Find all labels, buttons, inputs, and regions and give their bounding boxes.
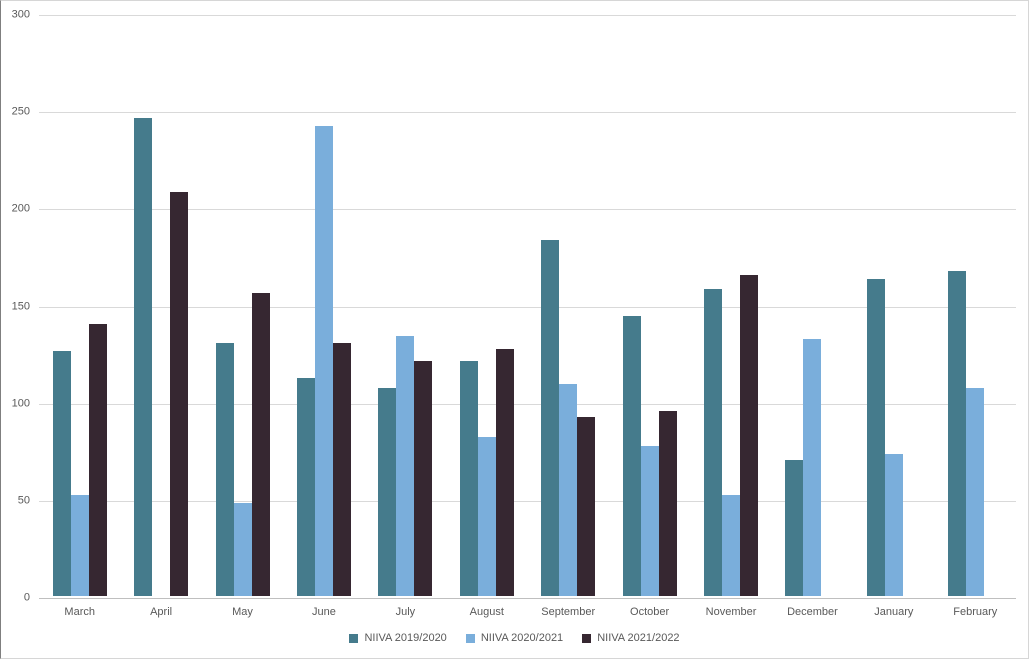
bar-december-niiva-2019-2020 [785, 460, 804, 596]
bar-january-niiva-2019-2020 [866, 279, 885, 596]
x-axis-month-label: September [541, 606, 596, 618]
bar-october-niiva-2020-2021 [640, 446, 659, 596]
x-axis-month-label: February [953, 606, 998, 618]
bar-march-niiva-2021-2022 [88, 324, 107, 596]
bar-october-niiva-2021-2022 [658, 411, 677, 596]
bar-july-niiva-2021-2022 [414, 361, 433, 596]
y-axis-tick-label: 50 [17, 494, 30, 507]
legend-label: NIIVA 2021/2022 [597, 632, 680, 644]
bar-june-niiva-2020-2021 [314, 126, 333, 596]
gridline [39, 403, 1016, 405]
x-axis-month-label: May [232, 606, 253, 618]
legend-color-swatch [465, 633, 475, 643]
bar-group-march [52, 13, 107, 596]
bar-group-july [378, 13, 433, 596]
bar-september-niiva-2021-2022 [577, 417, 596, 596]
bar-group-september [541, 13, 596, 596]
bar-june-niiva-2019-2020 [296, 378, 315, 596]
y-axis-tick-label: 250 [11, 105, 30, 118]
gridline [39, 306, 1016, 308]
y-axis-tick-label: 100 [11, 397, 30, 410]
bar-march-niiva-2019-2020 [52, 351, 71, 596]
bar-group-january [866, 13, 921, 596]
bar-november-niiva-2021-2022 [740, 275, 759, 596]
y-axis-tick-label: 200 [11, 202, 30, 215]
legend-label: NIIVA 2019/2020 [364, 632, 447, 644]
x-axis-month-label: July [395, 606, 416, 618]
bar-group-december [785, 13, 839, 596]
legend-color-swatch [349, 633, 359, 643]
y-axis-tick-label: 300 [11, 8, 30, 21]
x-axis-month-label: November [705, 606, 757, 618]
bar-group-february [948, 13, 1002, 596]
legend-item: NIIVA 2021/2022 [582, 632, 680, 644]
bar-september-niiva-2019-2020 [541, 240, 560, 596]
bar-december-niiva-2020-2021 [803, 339, 822, 596]
bar-group-october [622, 13, 677, 596]
x-axis-month-label: January [874, 606, 914, 618]
bar-group-june [296, 13, 351, 596]
bar-may-niiva-2020-2021 [233, 503, 252, 596]
bar-group-november [704, 13, 759, 596]
bar-august-niiva-2020-2021 [477, 437, 496, 596]
bar-may-niiva-2019-2020 [215, 343, 234, 596]
legend-color-swatch [582, 633, 592, 643]
legend: NIIVA 2019/2020 NIIVA 2020/2021 NIIVA 2021… [1, 630, 1028, 646]
gridline [39, 15, 1016, 16]
x-axis-line [39, 598, 1016, 599]
bar-september-niiva-2020-2021 [559, 384, 578, 596]
x-axis-month-label: October [630, 606, 670, 618]
bar-april-niiva-2019-2020 [134, 118, 153, 596]
bar-january-niiva-2020-2021 [884, 454, 903, 596]
gridline [39, 500, 1016, 502]
bar-july-niiva-2019-2020 [378, 388, 397, 596]
x-axis-month-label: March [64, 606, 95, 618]
bar-november-niiva-2020-2021 [722, 495, 741, 596]
bar-october-niiva-2019-2020 [622, 316, 641, 596]
bar-june-niiva-2021-2022 [332, 343, 351, 596]
x-axis-month-label: August [469, 606, 504, 618]
bar-november-niiva-2019-2020 [704, 289, 723, 596]
gridline [39, 112, 1016, 114]
y-axis-tick-label: 150 [11, 300, 30, 312]
bar-group-april [134, 13, 189, 596]
bar-february-niiva-2020-2021 [966, 388, 985, 596]
legend-label: NIIVA 2020/2021 [480, 632, 564, 644]
x-axis-month-label: April [150, 606, 173, 618]
x-axis-month-label: December [787, 606, 838, 618]
bar-february-niiva-2019-2020 [948, 271, 967, 596]
bar-group-august [459, 13, 514, 596]
legend-item: NIIVA 2020/2021 [465, 632, 564, 644]
x-axis-month-label: June [312, 606, 336, 618]
bar-march-niiva-2020-2021 [70, 495, 89, 596]
bar-group-may [215, 13, 270, 596]
bar-may-niiva-2021-2022 [251, 293, 270, 596]
bar-august-niiva-2021-2022 [495, 349, 514, 596]
legend-item: NIIVA 2019/2020 [349, 632, 447, 644]
bar-july-niiva-2020-2021 [396, 336, 415, 596]
bar-august-niiva-2019-2020 [459, 361, 478, 596]
gridline [39, 209, 1016, 211]
bar-april-niiva-2021-2022 [170, 192, 189, 596]
y-axis-tick-label: 0 [23, 591, 30, 604]
